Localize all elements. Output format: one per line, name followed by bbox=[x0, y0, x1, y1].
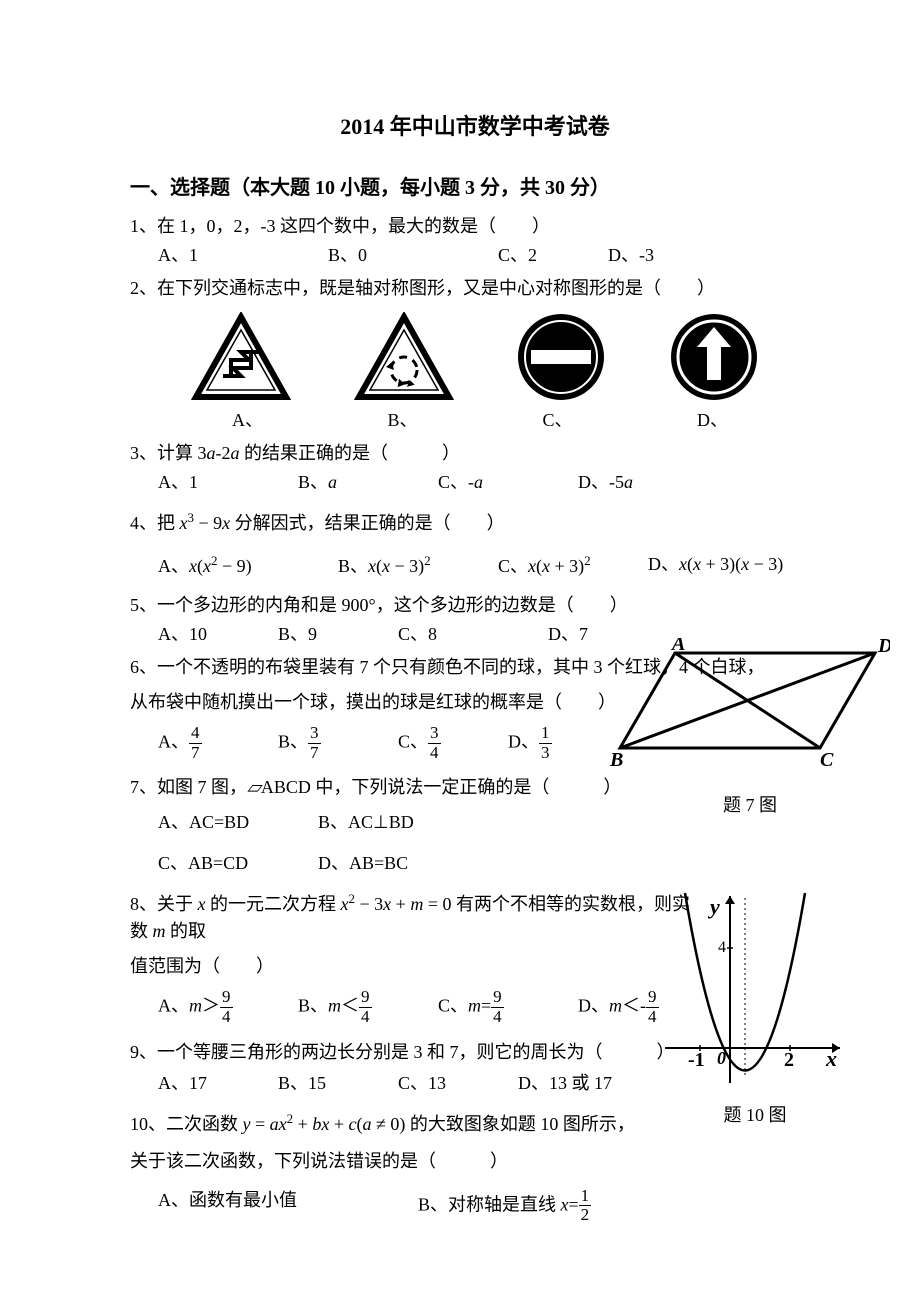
q4-opt-b: B、x(x − 3)2 bbox=[338, 551, 498, 580]
q3-opt-d: D、-5a bbox=[578, 469, 633, 496]
q4-opt-a: A、x(x2 − 9) bbox=[158, 551, 338, 580]
q5-opt-b: B、9 bbox=[278, 621, 398, 648]
q2-text: 2、在下列交通标志中，既是轴对称图形，又是中心对称图形的是（ ） bbox=[130, 275, 820, 302]
rhombus-label-b: B bbox=[610, 749, 623, 771]
question-2: 2、在下列交通标志中，既是轴对称图形，又是中心对称图形的是（ ） A、 B bbox=[130, 275, 820, 434]
fig10-caption: 题 10 图 bbox=[660, 1102, 850, 1129]
rhombus-label-c: C bbox=[820, 749, 834, 771]
figure-rhombus: A D B C 题 7 图 bbox=[610, 638, 890, 819]
svg-text:x: x bbox=[825, 1046, 837, 1071]
q3-opt-b: B、a bbox=[298, 469, 438, 496]
svg-text:4: 4 bbox=[718, 939, 726, 956]
q6-opt-b: B、37 bbox=[278, 724, 398, 762]
q8-opt-c: C、m=94 bbox=[438, 988, 578, 1026]
q10-opt-b: B、对称轴是直线 x=12 bbox=[418, 1187, 591, 1225]
q3-opt-a: A、1 bbox=[158, 469, 298, 496]
q10-line2: 关于该二次函数，下列说法错误的是（ ） bbox=[130, 1148, 690, 1175]
q4-opt-c: C、x(x + 3)2 bbox=[498, 551, 648, 580]
question-3: 3、计算 3a-2a 的结果正确的是（ ） A、1 B、a C、-a D、-5a bbox=[130, 440, 820, 496]
q9-opt-a: A、17 bbox=[158, 1070, 278, 1097]
q8-opt-d: D、m＜-94 bbox=[578, 988, 659, 1026]
q5-opt-a: A、10 bbox=[158, 621, 278, 648]
q9-opt-b: B、15 bbox=[278, 1070, 398, 1097]
q4-opt-d: D、x(x + 3)(x − 3) bbox=[648, 551, 783, 580]
q2-opt-d: D、 bbox=[653, 407, 773, 434]
traffic-sign-d-icon bbox=[669, 312, 759, 402]
traffic-sign-a-icon bbox=[191, 312, 291, 402]
rhombus-label-a: A bbox=[670, 638, 685, 655]
q6-line2: 从布袋中随机摸出一个球，摸出的球是红球的概率是（ ） bbox=[130, 689, 690, 716]
q7-opt-c: C、AB=CD bbox=[158, 850, 318, 877]
question-1: 1、在 1，0，2，-3 这四个数中，最大的数是（ ） A、1 B、0 C、2 … bbox=[130, 213, 820, 269]
q6-opt-a: A、47 bbox=[158, 724, 278, 762]
question-4: 4、把 x3 − 9x 分解因式，结果正确的是（ ） A、x(x2 − 9) B… bbox=[130, 508, 820, 580]
q5-opt-c: C、8 bbox=[398, 621, 548, 648]
svg-text:y: y bbox=[707, 894, 720, 919]
q7-text: 7、如图 7 图，▱ABCD 中，下列说法一定正确的是（ ） bbox=[130, 774, 690, 801]
q7-opt-a: A、AC=BD bbox=[158, 809, 318, 836]
traffic-sign-c-icon bbox=[516, 312, 606, 402]
q3-opt-c: C、-a bbox=[438, 469, 578, 496]
q6-opt-c: C、34 bbox=[398, 724, 508, 762]
q8-text: 8、关于 x 的一元二次方程 x2 − 3x + m = 0 有两个不相等的实数… bbox=[130, 889, 690, 945]
q7-opt-b: B、AC⊥BD bbox=[318, 809, 414, 836]
q1-opt-c: C、2 bbox=[498, 242, 608, 269]
traffic-sign-b-icon bbox=[354, 312, 454, 402]
q1-text: 1、在 1，0，2，-3 这四个数中，最大的数是（ ） bbox=[130, 213, 820, 240]
q7-opt-d: D、AB=BC bbox=[318, 850, 408, 877]
svg-text:0: 0 bbox=[717, 1048, 726, 1068]
svg-text:2: 2 bbox=[784, 1049, 794, 1071]
q3-text: 3、计算 3a-2a 的结果正确的是（ ） bbox=[130, 443, 460, 463]
q1-opt-d: D、-3 bbox=[608, 242, 654, 269]
q8-opt-a: A、m＞94 bbox=[158, 988, 298, 1026]
q5-opt-d: D、7 bbox=[548, 621, 588, 648]
rhombus-label-d: D bbox=[877, 638, 890, 657]
q4-text: 4、把 x3 − 9x 分解因式，结果正确的是（ ） bbox=[130, 513, 505, 533]
exam-title: 2014 年中山市数学中考试卷 bbox=[130, 110, 820, 143]
q2-opt-c: C、 bbox=[498, 407, 618, 434]
q2-opt-b: B、 bbox=[343, 407, 463, 434]
q1-opt-a: A、1 bbox=[158, 242, 328, 269]
svg-text:-1: -1 bbox=[688, 1049, 705, 1071]
q9-opt-d: D、13 或 17 bbox=[518, 1070, 612, 1097]
q6-opt-d: D、13 bbox=[508, 724, 552, 762]
q2-opt-a: A、 bbox=[188, 407, 308, 434]
figure-parabola: -1 0 2 4 x y 题 10 图 bbox=[660, 888, 850, 1129]
q1-opt-b: B、0 bbox=[328, 242, 498, 269]
q9-text: 9、一个等腰三角形的两边长分别是 3 和 7，则它的周长为（ ） bbox=[130, 1039, 690, 1066]
fig7-caption: 题 7 图 bbox=[610, 792, 890, 819]
q9-opt-c: C、13 bbox=[398, 1070, 518, 1097]
q10-opt-a: A、函数有最小值 bbox=[158, 1187, 418, 1225]
q10-text: 10、二次函数 y = ax2 + bx + c(a ≠ 0) 的大致图象如题 … bbox=[130, 1109, 690, 1138]
section-header: 一、选择题（本大题 10 小题，每小题 3 分，共 30 分） bbox=[130, 173, 820, 203]
q5-text: 5、一个多边形的内角和是 900°，这个多边形的边数是（ ） bbox=[130, 592, 820, 619]
q8-opt-b: B、m＜94 bbox=[298, 988, 438, 1026]
